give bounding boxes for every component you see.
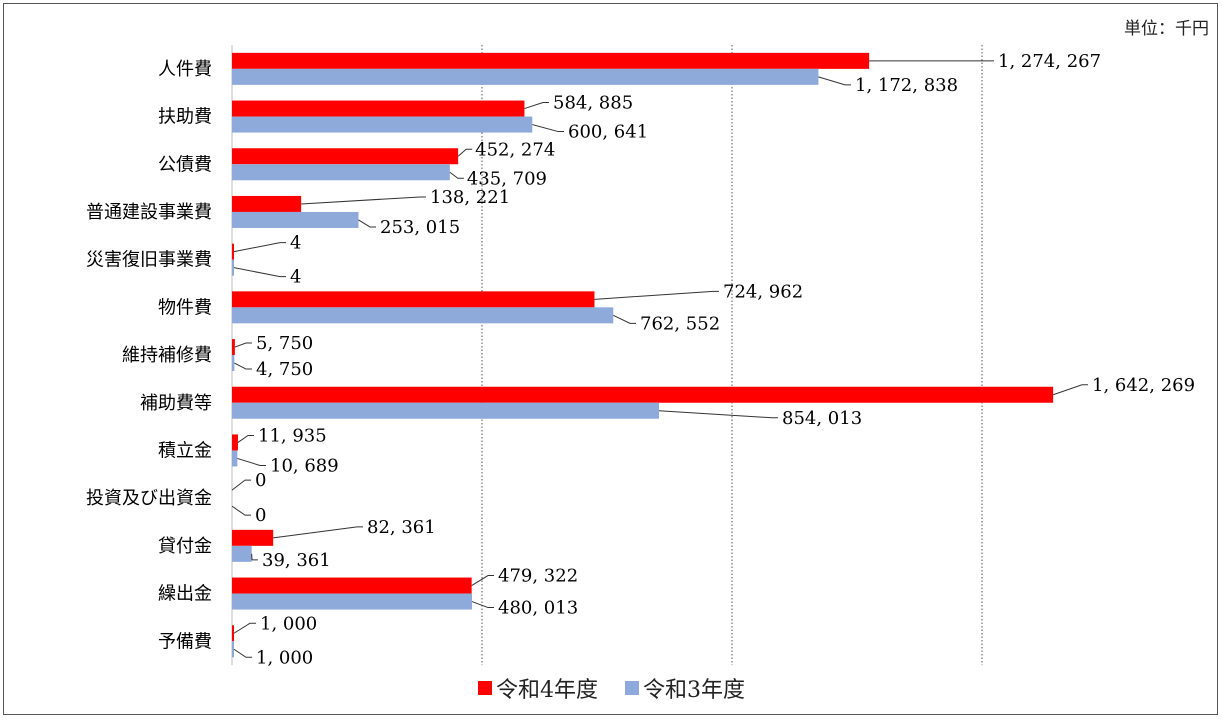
- legend-swatch-series-0: [478, 681, 492, 695]
- unit-label: 単位：千円: [1124, 19, 1209, 39]
- bar-series-0: [232, 243, 234, 260]
- leader-line-series-0: [233, 242, 286, 253]
- category-label: 扶助費: [158, 107, 212, 128]
- bar-series-0: [232, 434, 238, 451]
- chart-frame: [3, 3, 1218, 715]
- data-label-series-1: 253, 015: [380, 217, 460, 238]
- bar-series-0: [232, 386, 1054, 403]
- leader-line-series-1: [358, 219, 376, 228]
- data-label-series-1: 480, 013: [498, 598, 578, 619]
- category-label: 維持補修費: [122, 345, 212, 366]
- data-label-series-0: 0: [255, 470, 266, 491]
- data-label-series-1: 600, 641: [568, 122, 648, 143]
- leader-line-series-1: [237, 457, 266, 466]
- data-label-series-0: 724, 962: [723, 281, 803, 302]
- leader-line-series-0: [237, 434, 254, 443]
- category-label: 積立金: [158, 440, 212, 461]
- data-label-series-0: 584, 885: [553, 93, 633, 114]
- data-label-series-0: 1, 642, 269: [1092, 375, 1195, 396]
- data-label-series-0: 11, 935: [258, 425, 327, 446]
- leader-line-series-0: [1052, 384, 1088, 396]
- leader-line-series-1: [613, 314, 636, 324]
- bar-series-0: [232, 52, 870, 69]
- leader-line-series-1: [234, 362, 252, 370]
- data-label-series-0: 82, 361: [367, 517, 436, 538]
- leader-line-series-1: [233, 648, 252, 658]
- bar-series-1: [232, 355, 235, 372]
- category-label: 人件費: [158, 59, 212, 80]
- legend-item-series-1: 令和3年度: [625, 672, 745, 704]
- bar-series-0: [232, 195, 302, 212]
- data-label-series-1: 435, 709: [467, 168, 547, 189]
- bar-series-1: [232, 402, 660, 419]
- leader-line-series-0: [471, 575, 494, 586]
- legend: 令和4年度 令和3年度: [0, 672, 1223, 704]
- data-label-series-1: 10, 689: [270, 455, 339, 476]
- data-label-series-1: 1, 172, 838: [855, 75, 958, 96]
- bar-series-0: [232, 291, 595, 308]
- data-label-series-0: 5, 750: [256, 333, 313, 354]
- data-label-series-1: 39, 361: [262, 550, 331, 571]
- leader-line-series-1: [471, 601, 494, 609]
- data-label-series-1: 1, 000: [256, 647, 313, 668]
- data-label-series-0: 452, 274: [475, 139, 555, 160]
- leader-line-series-0: [234, 342, 252, 348]
- leader-line-series-1: [818, 76, 851, 86]
- leader-line-series-1: [233, 267, 286, 278]
- bar-series-1: [232, 593, 473, 610]
- legend-label-series-1: 令和3年度: [643, 678, 745, 703]
- bar-series-1: [232, 68, 819, 85]
- bar-series-1: [232, 116, 533, 133]
- bar-series-1: [232, 307, 614, 324]
- data-label-series-0: 138, 221: [430, 187, 510, 208]
- category-label: 普通建設事業費: [86, 202, 212, 223]
- bar-series-1: [232, 450, 238, 467]
- data-label-series-0: 4: [290, 233, 301, 254]
- leader-line-series-1: [251, 553, 258, 561]
- bar-series-1: [232, 641, 234, 658]
- category-label: 補助費等: [140, 393, 212, 414]
- leader-line-series-0: [233, 622, 256, 634]
- leader-line-series-0: [457, 148, 473, 157]
- leader-line-series-0: [594, 290, 719, 300]
- leader-line-series-0: [231, 479, 251, 491]
- bar-series-1: [232, 211, 359, 228]
- bar-series-0: [232, 529, 274, 546]
- data-label-series-0: 1, 274, 267: [998, 51, 1101, 72]
- bar-series-0: [232, 100, 525, 117]
- legend-label-series-0: 令和4年度: [496, 678, 598, 703]
- category-label: 災害復旧事業費: [86, 250, 212, 271]
- bar-series-1: [232, 164, 450, 181]
- leader-line-series-0: [301, 196, 426, 205]
- data-label-series-1: 854, 013: [782, 408, 862, 429]
- leader-line-series-1: [532, 124, 564, 133]
- legend-swatch-series-1: [625, 681, 639, 695]
- data-label-series-1: 0: [255, 505, 266, 526]
- leader-line-series-0: [273, 526, 363, 539]
- data-label-series-1: 4, 750: [256, 359, 313, 380]
- category-label: 予備費: [158, 631, 212, 652]
- leader-line-series-0: [524, 102, 549, 110]
- bar-series-0: [232, 148, 459, 165]
- bar-series-1: [232, 545, 252, 562]
- bar-series-0: [232, 339, 235, 356]
- bar-series-1: [232, 259, 234, 276]
- category-label: 公債費: [158, 154, 212, 175]
- leader-line-series-1: [231, 505, 251, 516]
- data-label-series-0: 1, 000: [260, 613, 317, 634]
- category-label: 投資及び出資金: [86, 488, 212, 509]
- category-label: 物件費: [158, 297, 212, 318]
- leader-line-series-1: [449, 171, 464, 179]
- bar-series-0: [232, 577, 472, 594]
- data-label-series-1: 762, 552: [640, 313, 720, 334]
- legend-item-series-0: 令和4年度: [478, 672, 598, 704]
- category-label: 繰出金: [158, 584, 212, 605]
- category-label: 貸付金: [158, 536, 212, 557]
- leader-line-series-1: [658, 410, 778, 419]
- data-label-series-0: 479, 322: [498, 566, 578, 587]
- data-label-series-1: 4: [290, 267, 301, 288]
- bar-series-0: [232, 625, 234, 642]
